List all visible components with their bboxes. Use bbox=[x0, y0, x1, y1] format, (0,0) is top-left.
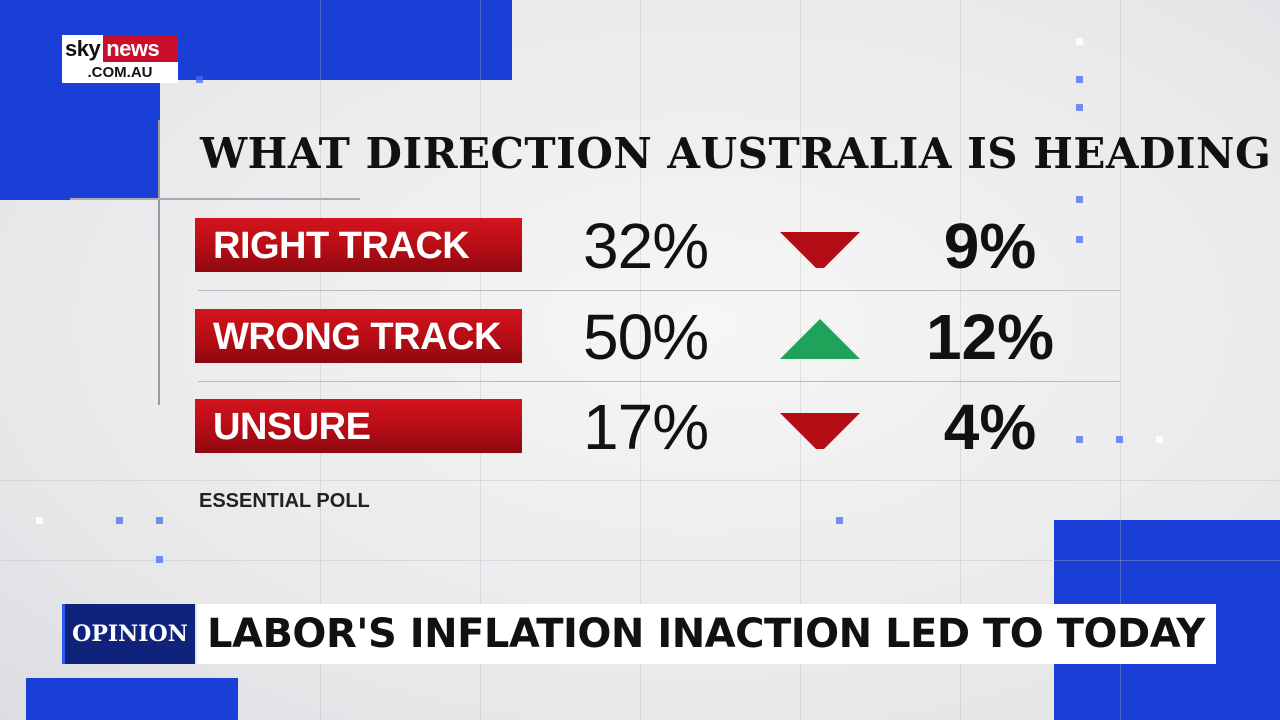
row-value: 32% bbox=[583, 210, 709, 282]
grid-line bbox=[960, 0, 961, 720]
row-label: WRONG TRACK bbox=[195, 309, 522, 363]
opinion-tag: OPINION bbox=[62, 604, 195, 664]
logo-domain: .COM.AU bbox=[62, 62, 178, 83]
arrow-down-icon bbox=[780, 232, 860, 268]
dot bbox=[196, 76, 203, 83]
row-change: 9% bbox=[943, 210, 1037, 282]
poll-row-right-track: RIGHT TRACK 32% 9% bbox=[195, 214, 1120, 278]
row-label: UNSURE bbox=[195, 399, 522, 453]
poll-row-unsure: UNSURE 17% 4% bbox=[195, 395, 1120, 459]
row-divider bbox=[198, 381, 1120, 382]
row-value: 50% bbox=[583, 301, 709, 373]
dot bbox=[156, 556, 163, 563]
dot bbox=[1076, 236, 1083, 243]
row-value: 17% bbox=[583, 391, 709, 463]
grid-line bbox=[0, 480, 1280, 481]
poll-source: ESSENTIAL POLL bbox=[199, 490, 370, 512]
grid-line bbox=[158, 120, 160, 405]
blue-panel-top-left bbox=[0, 0, 160, 200]
dot bbox=[1076, 196, 1083, 203]
grid-line bbox=[800, 0, 801, 720]
dot bbox=[1156, 436, 1163, 443]
blue-panel-bottom-left bbox=[26, 678, 238, 720]
sky-news-logo: sky news .COM.AU bbox=[62, 35, 178, 83]
headline: LABOR'S INFLATION INACTION LED TO TODAY bbox=[197, 604, 1216, 664]
dot bbox=[1076, 104, 1083, 111]
lower-third: OPINION LABOR'S INFLATION INACTION LED T… bbox=[62, 604, 1216, 664]
arrow-down-icon bbox=[780, 413, 860, 449]
grid-line bbox=[1120, 0, 1121, 720]
row-change: 12% bbox=[925, 301, 1055, 373]
dot bbox=[1076, 76, 1083, 83]
grid-line bbox=[0, 560, 1280, 561]
dot bbox=[116, 517, 123, 524]
grid-line bbox=[70, 198, 360, 200]
dot bbox=[1076, 38, 1083, 45]
arrow-up-icon bbox=[780, 319, 860, 359]
dot bbox=[36, 517, 43, 524]
row-divider bbox=[198, 290, 1120, 291]
poll-row-wrong-track: WRONG TRACK 50% 12% bbox=[195, 305, 1120, 369]
dot bbox=[1076, 436, 1083, 443]
logo-brand: sky bbox=[62, 35, 104, 62]
dot bbox=[156, 517, 163, 524]
row-change: 4% bbox=[943, 391, 1037, 463]
logo-name: news bbox=[103, 35, 178, 62]
grid-line bbox=[640, 0, 641, 720]
dot bbox=[836, 517, 843, 524]
graphic-title: WHAT DIRECTION AUSTRALIA IS HEADING bbox=[200, 129, 1272, 178]
dot bbox=[1116, 436, 1123, 443]
blue-panel-top bbox=[160, 0, 512, 80]
row-label: RIGHT TRACK bbox=[195, 218, 522, 272]
